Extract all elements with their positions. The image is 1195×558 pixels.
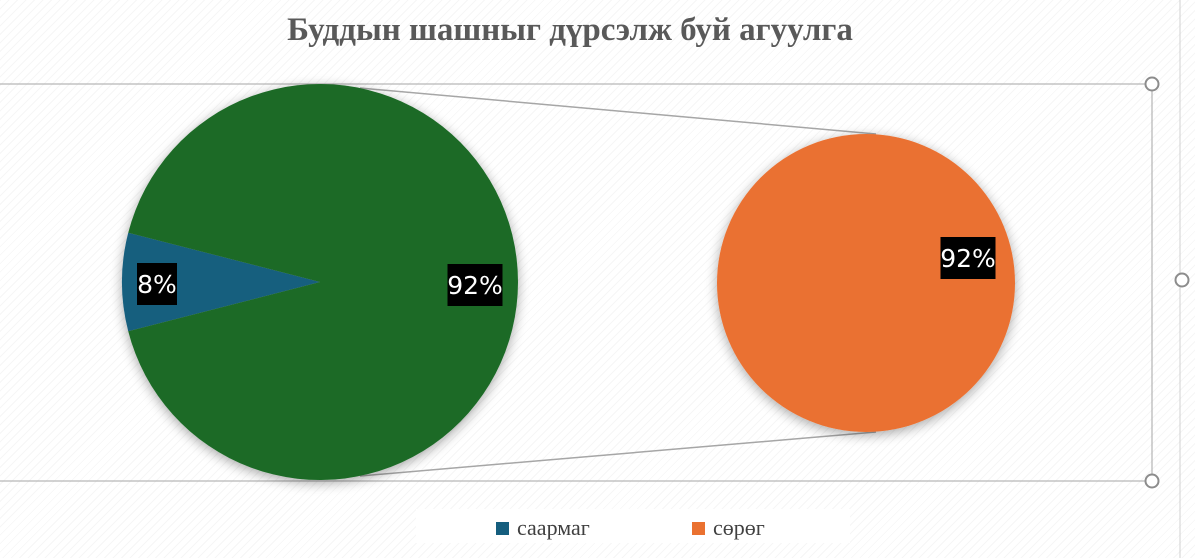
legend: саармаг сөрөг	[416, 509, 850, 543]
legend-swatch-negative	[692, 521, 705, 535]
legend-swatch-neutral	[496, 521, 509, 535]
secondary-pie	[717, 134, 1015, 432]
resize-handle-top-right[interactable]	[1144, 76, 1160, 92]
resize-handle-bottom-right[interactable]	[1144, 473, 1160, 489]
data-label-negative: 92%	[447, 264, 503, 306]
data-labels: 8% 92% 92%	[137, 237, 996, 306]
main-pie	[122, 83, 519, 480]
svg-text:92%: 92%	[940, 244, 996, 273]
legend-label-neutral: саармаг	[517, 515, 590, 540]
pie-slice-neutral	[122, 232, 320, 332]
svg-text:92%: 92%	[447, 271, 503, 300]
data-label-secondary-negative: 92%	[940, 237, 996, 279]
secondary-pie-slice-negative	[717, 134, 1015, 432]
data-label-neutral: 8%	[137, 263, 177, 305]
connector-line-top	[359, 87, 877, 135]
legend-item-negative: сөрөг	[692, 515, 765, 541]
pie-slice-negative	[128, 83, 519, 480]
svg-text:8%: 8%	[137, 270, 177, 299]
resize-handle-middle-right[interactable]	[1174, 272, 1190, 288]
legend-label-negative: сөрөг	[713, 515, 765, 540]
legend-item-neutral: саармаг	[496, 515, 590, 541]
connector-line-bottom	[359, 431, 877, 477]
chart-title: Буддын шашныг дүрсэлж буй агуулга	[287, 12, 853, 48]
